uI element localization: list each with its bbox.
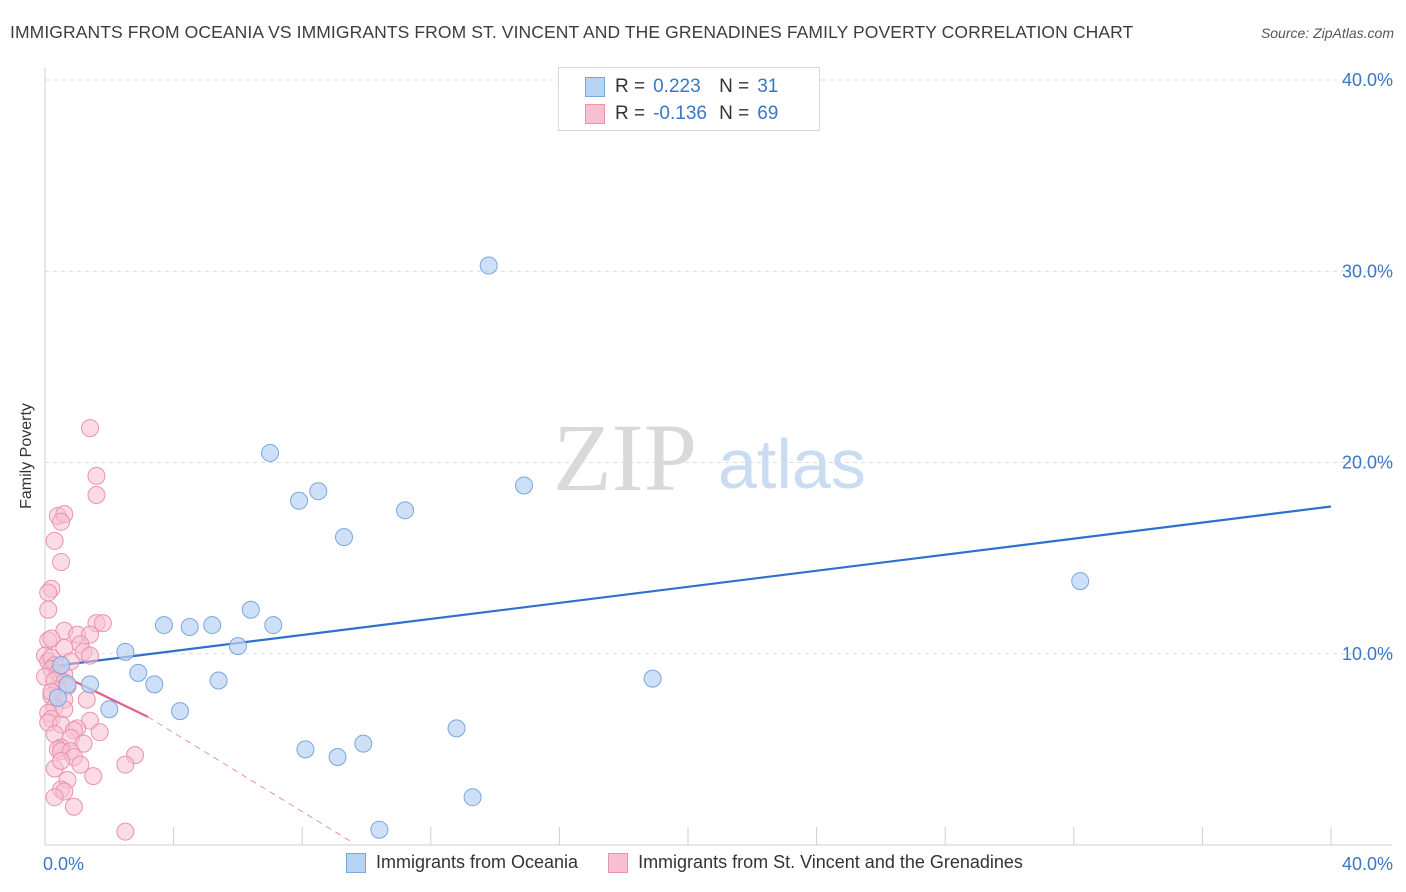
legend-r-label: R = xyxy=(615,103,646,124)
data-point-oceania xyxy=(289,491,308,510)
data-point-st-vincent xyxy=(81,419,100,438)
data-point-st-vincent xyxy=(52,751,71,770)
watermark: ZIP atlas xyxy=(553,404,866,511)
legend-swatch-pink xyxy=(608,852,629,873)
source-label: Source: ZipAtlas.com xyxy=(1260,25,1394,41)
data-point-st-vincent xyxy=(87,466,106,485)
chart-title: IMMIGRANTS FROM OCEANIA VS IMMIGRANTS FR… xyxy=(10,22,1134,42)
legend-row-oceania: R = 0.223 N = 31 xyxy=(585,74,778,100)
data-point-oceania xyxy=(228,637,247,656)
data-point-oceania xyxy=(58,675,77,694)
data-point-st-vincent xyxy=(87,486,106,505)
data-point-oceania xyxy=(129,663,148,682)
data-point-oceania xyxy=(116,642,135,661)
data-point-st-vincent xyxy=(71,755,90,774)
data-point-st-vincent xyxy=(42,629,61,648)
data-point-st-vincent xyxy=(81,646,100,665)
data-point-st-vincent xyxy=(52,552,71,571)
data-point-oceania xyxy=(52,656,71,675)
data-point-st-vincent xyxy=(45,788,64,807)
data-point-oceania xyxy=(334,528,353,547)
data-point-oceania xyxy=(81,675,100,694)
data-point-st-vincent xyxy=(116,822,135,841)
data-point-oceania xyxy=(354,734,373,753)
data-point-oceania xyxy=(241,600,260,619)
y-axis-label: Family Poverty xyxy=(18,403,35,509)
data-point-st-vincent xyxy=(93,614,112,633)
tick-labels: 10.0% 20.0% 30.0% 40.0% 0.0% 40.0% xyxy=(43,70,1393,874)
x-tick-label: 40.0% xyxy=(1342,854,1393,874)
data-point-st-vincent xyxy=(39,583,58,602)
series-pink-points xyxy=(36,419,145,841)
legend-n-value: 69 xyxy=(757,103,779,124)
legend-r-value: 0.223 xyxy=(653,76,701,97)
data-point-oceania xyxy=(370,820,389,839)
legend-label-st-vincent: Immigrants from St. Vincent and the Gren… xyxy=(638,852,1023,872)
data-point-oceania xyxy=(145,675,164,694)
grid-lines xyxy=(45,79,1392,655)
legend-row-st-vincent: R = -0.136 N = 69 xyxy=(585,101,778,127)
data-point-oceania xyxy=(48,688,67,707)
data-point-oceania xyxy=(396,501,415,520)
legend-r-label: R = xyxy=(615,76,646,97)
data-point-oceania xyxy=(479,256,498,275)
data-point-st-vincent xyxy=(116,755,135,774)
legend-r-value: -0.136 xyxy=(653,103,707,124)
y-tick-label: 10.0% xyxy=(1342,644,1393,664)
data-point-oceania xyxy=(309,482,328,501)
correlation-legend: R = 0.223 N = 31 R = -0.136 N = 69 xyxy=(558,67,820,131)
trend-line-st-vincent-extension xyxy=(147,716,351,842)
data-point-oceania xyxy=(264,616,283,635)
data-point-oceania xyxy=(209,671,228,690)
data-point-st-vincent xyxy=(39,600,58,619)
data-point-st-vincent xyxy=(90,723,109,742)
watermark-atlas: atlas xyxy=(718,425,866,503)
data-point-oceania xyxy=(296,740,315,759)
data-point-st-vincent xyxy=(84,767,103,786)
data-point-st-vincent xyxy=(64,797,83,816)
data-point-st-vincent xyxy=(45,531,64,550)
legend-n-label: N = xyxy=(719,76,750,97)
data-point-oceania xyxy=(643,669,662,688)
legend-n-value: 31 xyxy=(757,76,779,97)
x-tick-label: 0.0% xyxy=(43,854,84,874)
legend-label-oceania: Immigrants from Oceania xyxy=(376,852,579,872)
y-tick-label: 40.0% xyxy=(1342,70,1393,90)
data-point-oceania xyxy=(1071,572,1090,591)
y-tick-label: 20.0% xyxy=(1342,453,1393,473)
data-point-oceania xyxy=(171,702,190,721)
trend-line-oceania xyxy=(44,505,1332,669)
y-tick-label: 30.0% xyxy=(1342,261,1393,281)
data-point-oceania xyxy=(261,443,280,462)
watermark-zip: ZIP xyxy=(553,404,697,511)
data-point-oceania xyxy=(203,616,222,635)
data-point-st-vincent xyxy=(77,690,96,709)
data-point-oceania xyxy=(463,788,482,807)
data-point-oceania xyxy=(154,616,173,635)
legend-n-label: N = xyxy=(719,103,750,124)
data-point-st-vincent xyxy=(52,512,71,531)
legend-item-oceania[interactable]: Immigrants from Oceania xyxy=(346,852,578,873)
data-point-oceania xyxy=(447,719,466,738)
legend-item-st-vincent[interactable]: Immigrants from St. Vincent and the Gren… xyxy=(608,852,1023,873)
series-blue-points xyxy=(48,256,1090,839)
legend-swatch-blue xyxy=(585,77,605,97)
data-point-oceania xyxy=(180,617,199,636)
legend-swatch-pink xyxy=(585,104,605,124)
legend-swatch-blue xyxy=(346,852,366,873)
series-legend: Immigrants from Oceania Immigrants from … xyxy=(346,852,1053,873)
data-point-oceania xyxy=(515,476,534,495)
data-point-oceania xyxy=(100,700,119,719)
trend-lines xyxy=(44,505,1332,842)
data-point-oceania xyxy=(328,748,347,767)
